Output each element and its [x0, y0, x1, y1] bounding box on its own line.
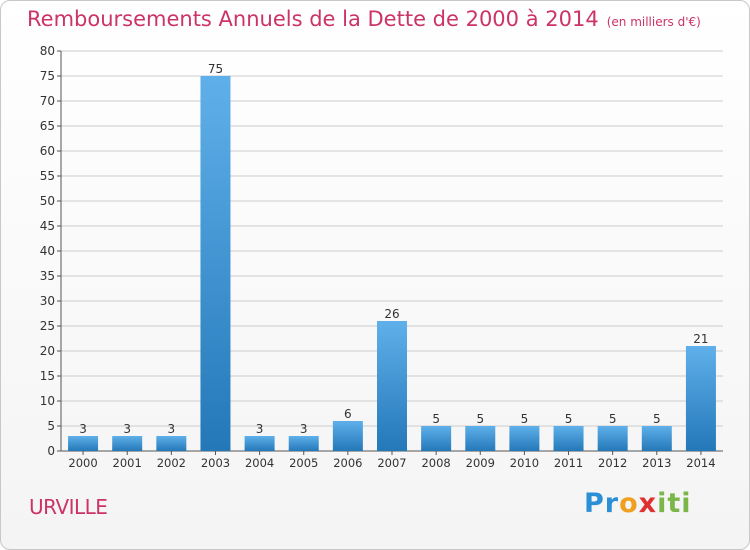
data-labels: 3 3 3 75 3 3 6 26 5 5 5 5 5 5 21	[79, 62, 708, 436]
data-label: 3	[79, 422, 87, 436]
data-label: 26	[384, 307, 399, 321]
x-tick-label: 2000	[68, 456, 97, 470]
bar	[68, 436, 99, 451]
y-tick-label: 35	[40, 269, 55, 283]
bar	[332, 421, 363, 451]
data-label: 5	[432, 412, 440, 426]
data-label: 3	[123, 422, 131, 436]
x-tick-label: 2004	[245, 456, 274, 470]
data-label: 5	[521, 412, 529, 426]
data-label: 75	[208, 62, 223, 76]
bar	[244, 436, 275, 451]
x-tick-label: 2003	[201, 456, 230, 470]
x-tick-label: 2014	[686, 456, 715, 470]
data-label: 5	[609, 412, 617, 426]
y-tick-label: 15	[40, 369, 55, 383]
bar	[288, 436, 319, 451]
bar	[553, 426, 584, 451]
x-tick-label: 2011	[554, 456, 583, 470]
bar	[597, 426, 628, 451]
y-tick-label: 80	[40, 44, 55, 58]
chart-title-text: Remboursements Annuels de la Dette de 20…	[27, 7, 599, 31]
data-label: 5	[653, 412, 661, 426]
proxiti-logo[interactable]: Proxiti	[584, 488, 692, 519]
y-tick-label: 30	[40, 294, 55, 308]
bar	[509, 426, 540, 451]
data-label: 5	[476, 412, 484, 426]
x-tick-label: 2013	[642, 456, 671, 470]
x-tick-label: 2005	[289, 456, 318, 470]
bar	[156, 436, 187, 451]
data-label: 6	[344, 407, 352, 421]
data-label: 21	[693, 332, 708, 346]
bar	[200, 76, 231, 451]
y-tick-label: 45	[40, 219, 55, 233]
bar	[112, 436, 143, 451]
data-label: 3	[168, 422, 176, 436]
data-label: 3	[300, 422, 308, 436]
y-tick-label: 5	[47, 419, 55, 433]
city-name: URVILLE	[29, 495, 108, 519]
bar	[685, 346, 716, 451]
y-tick-label: 70	[40, 94, 55, 108]
y-tick-label: 65	[40, 119, 55, 133]
chart-title: Remboursements Annuels de la Dette de 20…	[27, 7, 701, 31]
y-tick-label: 25	[40, 319, 55, 333]
y-tick-label: 0	[47, 444, 55, 458]
y-tick-label: 10	[40, 394, 55, 408]
x-tick-label: 2006	[333, 456, 362, 470]
x-tick-label: 2010	[510, 456, 539, 470]
y-tick-label: 75	[40, 69, 55, 83]
data-label: 3	[256, 422, 264, 436]
bars	[68, 76, 716, 451]
y-tick-label: 55	[40, 169, 55, 183]
x-tick-label: 2007	[377, 456, 406, 470]
data-label: 5	[565, 412, 573, 426]
chart-subtitle: (en milliers d'€)	[606, 15, 701, 29]
bar	[465, 426, 496, 451]
y-tick-label: 40	[40, 244, 55, 258]
y-tick-label: 50	[40, 194, 55, 208]
x-tick-label: 2009	[466, 456, 495, 470]
x-tick-label: 2008	[421, 456, 450, 470]
bar	[421, 426, 452, 451]
x-tick-label: 2002	[157, 456, 186, 470]
bar	[377, 321, 407, 451]
x-tick-label: 2001	[113, 456, 142, 470]
bar	[641, 426, 672, 451]
x-tick-label: 2012	[598, 456, 627, 470]
y-tick-label: 60	[40, 144, 55, 158]
y-tick-label: 20	[40, 344, 55, 358]
